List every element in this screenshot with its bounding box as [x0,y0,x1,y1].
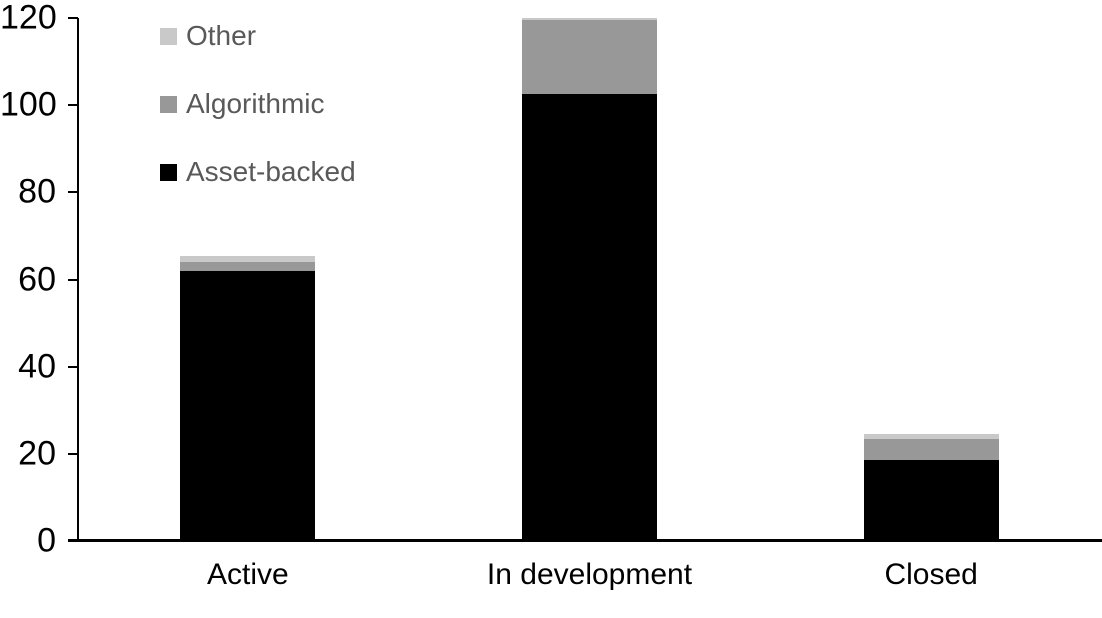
legend-swatch-icon [160,27,177,45]
y-axis-tick-label: 20 [18,434,56,473]
y-axis-tick-mark [68,452,78,455]
legend-label: Other [186,20,257,51]
y-axis-line [77,18,79,541]
bar-segment-other [522,18,657,21]
legend: Other Algorithmic Asset-backed [160,20,356,224]
legend-label: Algorithmic [186,88,325,119]
bar-segment-algorithmic [863,438,999,461]
bar-segment-asset-backed [180,270,316,541]
y-axis-tick-mark [68,191,78,194]
bar-segment-asset-backed [522,94,657,541]
x-axis-category-label: Closed [884,558,978,591]
legend-item: Other [160,20,356,52]
legend-swatch-icon [160,95,177,113]
bar-segment-other [180,255,316,263]
bar-segment-algorithmic [180,262,316,271]
y-axis-tick-mark [68,104,78,107]
y-axis-tick-label: 60 [18,259,56,298]
x-axis-category-label: Active [206,558,289,591]
y-axis-tick-mark [68,365,78,368]
legend-label: Asset-backed [186,156,356,187]
y-axis-tick-label: 80 [18,172,56,211]
bar-segment-asset-backed [863,460,999,541]
bar-segment-algorithmic [522,20,657,95]
bar-segment-other [863,434,999,439]
legend-item: Algorithmic [160,88,356,120]
legend-swatch-icon [160,163,177,181]
legend-item: Asset-backed [160,156,356,188]
y-axis-tick-mark [68,278,78,281]
x-axis-category-label: In development [486,558,693,591]
y-axis-tick-label: 120 [0,0,57,37]
y-axis-tick-label: 0 [37,521,56,560]
y-axis-tick-label: 100 [0,85,57,124]
y-axis-tick-mark [68,17,78,19]
y-axis-tick-label: 40 [18,346,56,385]
